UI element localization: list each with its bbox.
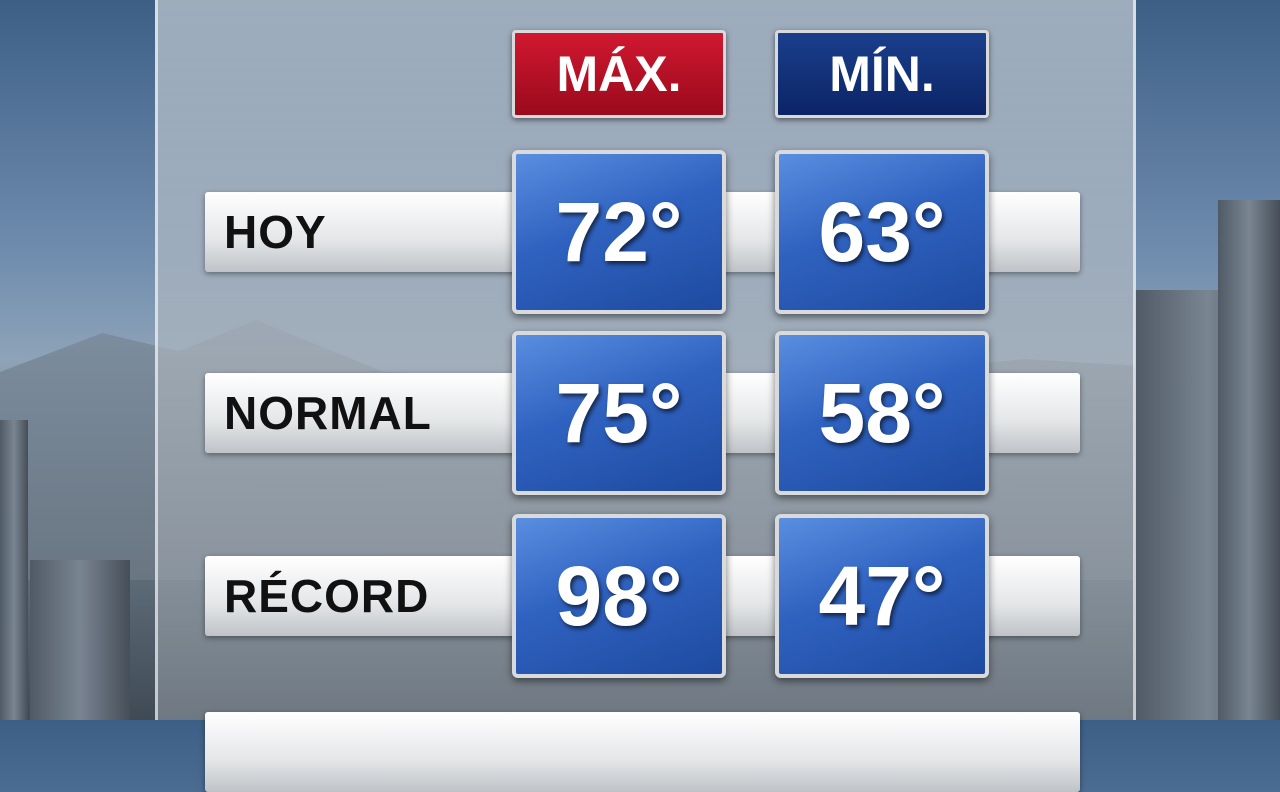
max-value: 72° (512, 150, 726, 314)
min-value: 63° (775, 150, 989, 314)
row-bar (205, 712, 1080, 792)
row-label: NORMAL (224, 387, 432, 439)
building (30, 560, 130, 720)
max-header: MÁX. (512, 30, 726, 118)
row-label: HOY (224, 206, 327, 258)
row-label: RÉCORD (224, 570, 430, 622)
max-value: 98° (512, 514, 726, 678)
building (0, 420, 28, 720)
min-value: 58° (775, 331, 989, 495)
min-header: MÍN. (775, 30, 989, 118)
building (1218, 200, 1280, 720)
min-value: 47° (775, 514, 989, 678)
max-value: 75° (512, 331, 726, 495)
